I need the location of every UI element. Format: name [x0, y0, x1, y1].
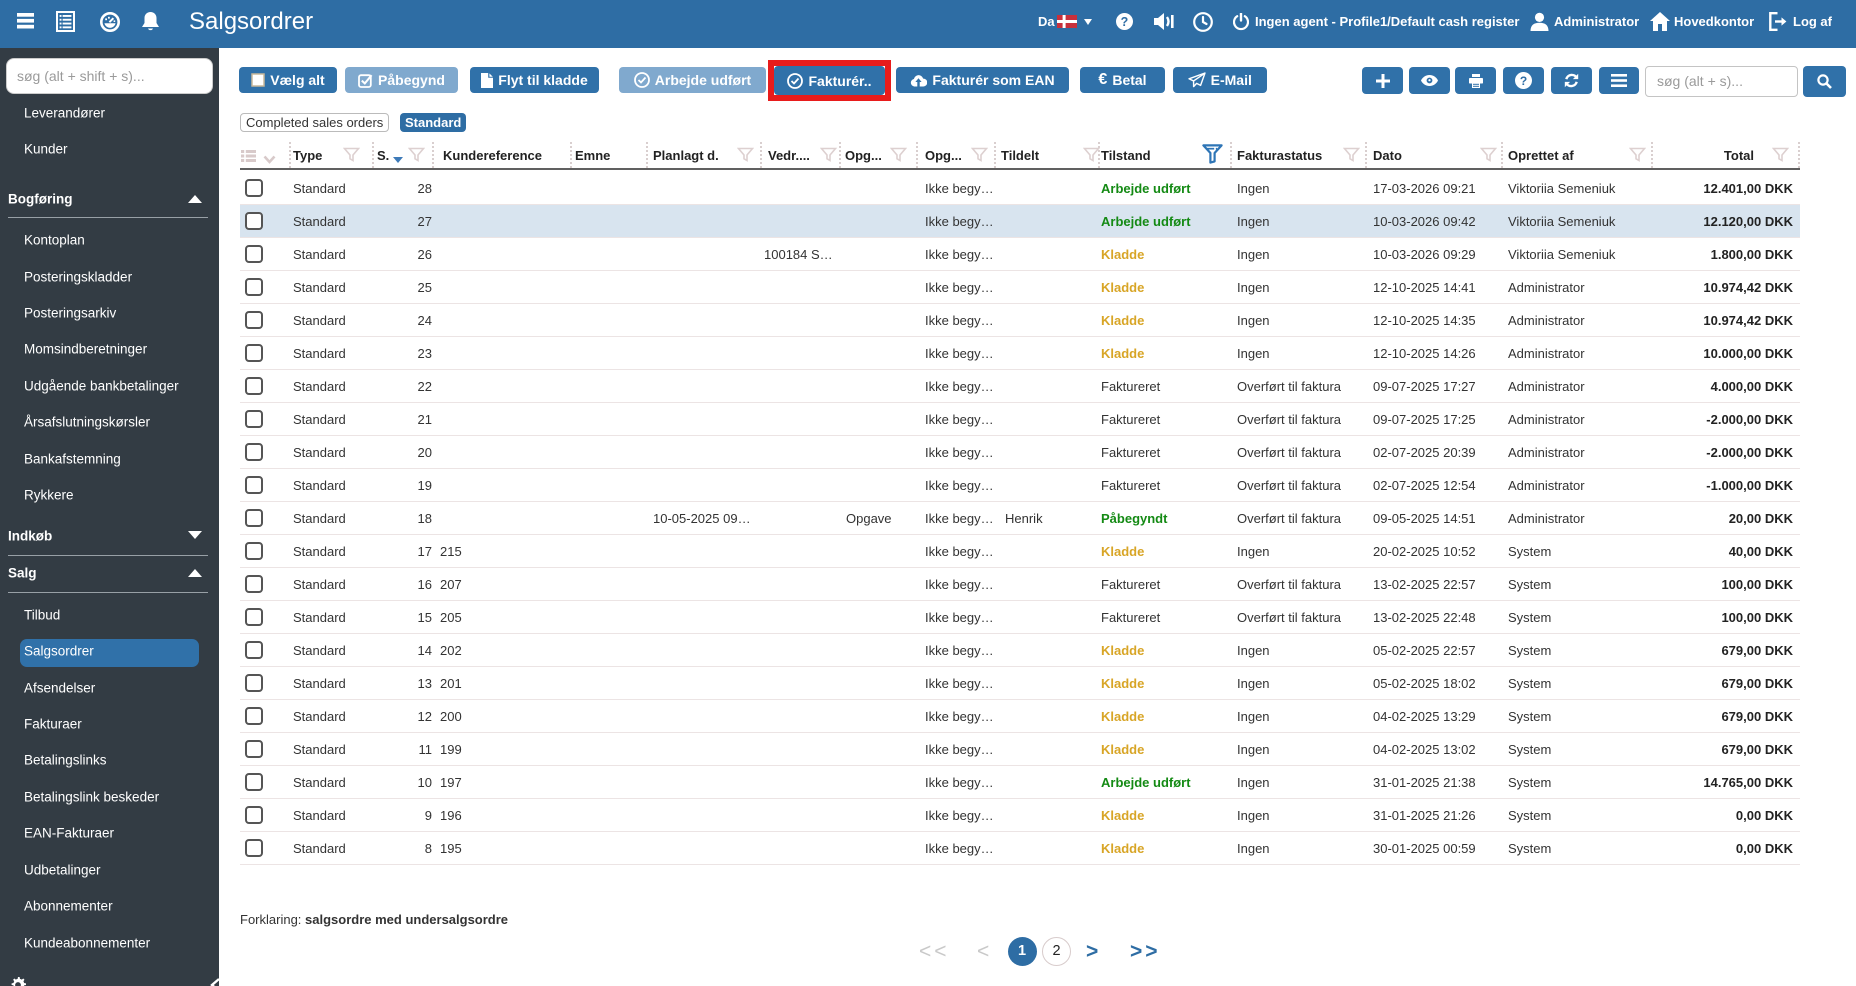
- svg-text:?: ?: [1520, 74, 1527, 88]
- svg-text:?: ?: [1121, 15, 1129, 29]
